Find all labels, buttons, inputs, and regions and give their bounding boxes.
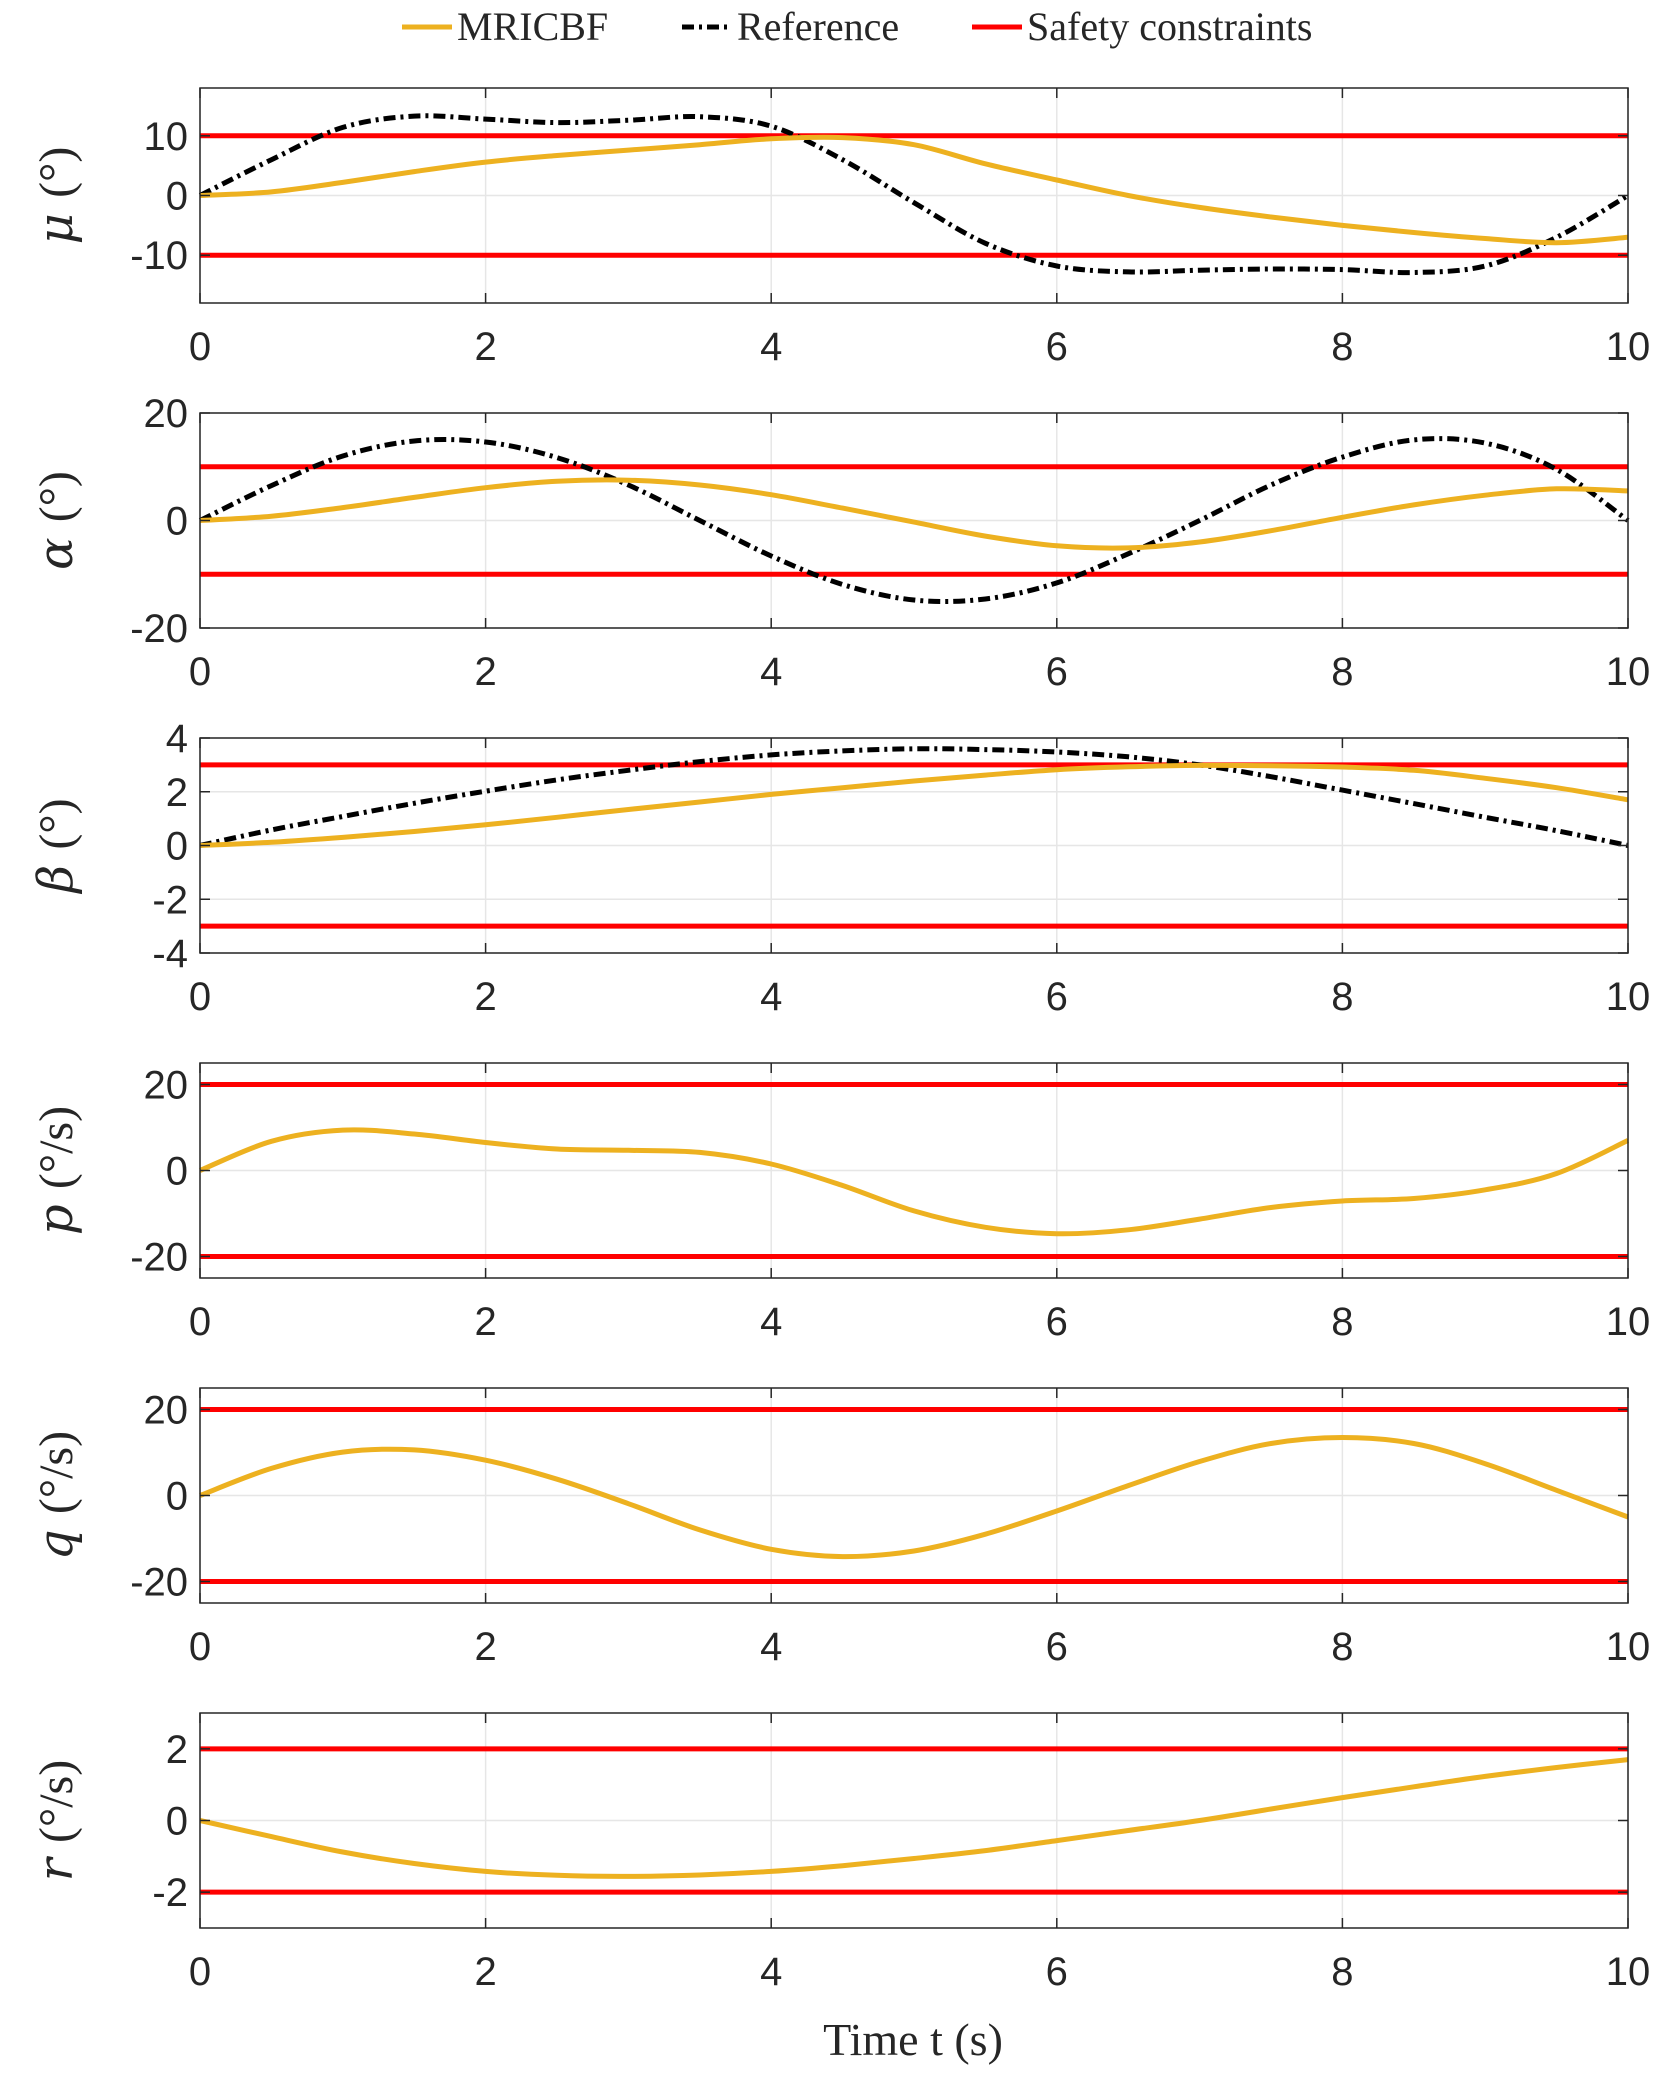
y-tick-label: 2 xyxy=(166,1728,188,1772)
series-mricbf-line xyxy=(199,762,1629,848)
x-tick-label: 10 xyxy=(1606,650,1651,694)
series-reference-line xyxy=(199,746,1629,848)
x-tick-label: 10 xyxy=(1606,325,1651,369)
subplot-3: 0 2 4 6 8 10 -4 -2 0 2 4 β (°) xyxy=(28,717,1650,1019)
series-reference-line xyxy=(198,113,1630,276)
series-mricbf-line xyxy=(199,477,1629,551)
x-tick-label: 0 xyxy=(189,1300,211,1344)
y-tick-label: -10 xyxy=(130,234,188,278)
y-tick-label: 0 xyxy=(166,175,188,219)
y-axis-label: α (°) xyxy=(28,471,84,570)
x-tick-label: 10 xyxy=(1606,1950,1651,1994)
y-axis-label: β (°) xyxy=(28,798,84,894)
subplot-1: 0 2 4 6 8 10 -10 0 10 μ (°) xyxy=(28,87,1651,369)
y-tick-label: -2 xyxy=(152,878,188,922)
series-mricbf-line xyxy=(199,1435,1629,1560)
y-tick-label: -20 xyxy=(130,1561,188,1605)
legend-label-reference: Reference xyxy=(737,4,899,49)
x-tick-label: 2 xyxy=(474,650,496,694)
x-tick-label: 10 xyxy=(1606,1625,1651,1669)
x-axis-label: Time t (s) xyxy=(823,2014,1003,2065)
y-tick-label: 0 xyxy=(166,825,188,869)
x-tick-label: 0 xyxy=(189,975,211,1019)
y-tick-label: 0 xyxy=(166,1475,188,1519)
y-tick-label: 10 xyxy=(144,115,189,159)
x-tick-label: 6 xyxy=(1046,975,1068,1019)
x-tick-label: 4 xyxy=(760,1300,782,1344)
y-axis-label: q (°/s) xyxy=(28,1431,84,1560)
y-tick-label: -2 xyxy=(152,1871,188,1915)
series-reference-line xyxy=(198,436,1630,605)
legend-label-safety-constraints: Safety constraints xyxy=(1027,4,1313,49)
y-tick-label: -4 xyxy=(152,932,188,976)
x-tick-label: 6 xyxy=(1046,1625,1068,1669)
x-tick-label: 8 xyxy=(1331,1625,1353,1669)
x-tick-label: 8 xyxy=(1331,325,1353,369)
y-tick-label: 0 xyxy=(166,1800,188,1844)
y-tick-label: 20 xyxy=(144,1389,189,1433)
legend-label-mricbf: MRICBF xyxy=(457,4,608,49)
x-tick-label: 0 xyxy=(189,650,211,694)
x-tick-label: 4 xyxy=(760,325,782,369)
x-tick-label: 8 xyxy=(1331,975,1353,1019)
x-tick-label: 0 xyxy=(189,1625,211,1669)
x-tick-label: 6 xyxy=(1046,1950,1068,1994)
y-tick-label: 4 xyxy=(166,717,188,761)
x-tick-label: 4 xyxy=(760,975,782,1019)
x-tick-label: 0 xyxy=(189,1950,211,1994)
x-tick-label: 4 xyxy=(760,1625,782,1669)
x-tick-label: 6 xyxy=(1046,325,1068,369)
x-tick-label: 2 xyxy=(474,325,496,369)
x-tick-label: 0 xyxy=(189,325,211,369)
series-mricbf-line xyxy=(199,1757,1629,1879)
x-tick-label: 8 xyxy=(1331,650,1353,694)
x-tick-label: 2 xyxy=(474,1625,496,1669)
x-tick-label: 8 xyxy=(1331,1950,1353,1994)
y-tick-label: 0 xyxy=(166,500,188,544)
y-tick-label: 0 xyxy=(166,1150,188,1194)
y-axis-label: p (°/s) xyxy=(28,1106,84,1235)
x-tick-label: 2 xyxy=(474,975,496,1019)
y-tick-label: 2 xyxy=(166,771,188,815)
x-tick-label: 10 xyxy=(1606,975,1651,1019)
y-tick-label: 20 xyxy=(144,392,189,436)
legend: MRICBF Reference Safety constraints xyxy=(402,4,1313,49)
series-mricbf-line xyxy=(199,1127,1630,1237)
series-mricbf-line xyxy=(199,134,1629,246)
x-tick-label: 10 xyxy=(1606,1300,1651,1344)
y-axis-label: μ (°) xyxy=(28,147,84,245)
y-tick-label: -20 xyxy=(130,607,188,651)
x-tick-label: 4 xyxy=(760,650,782,694)
x-tick-label: 6 xyxy=(1046,1300,1068,1344)
x-tick-label: 6 xyxy=(1046,650,1068,694)
y-tick-label: -20 xyxy=(130,1236,188,1280)
y-axis-label: r (°/s) xyxy=(28,1760,84,1881)
y-tick-label: 20 xyxy=(144,1064,189,1108)
x-tick-label: 4 xyxy=(760,1950,782,1994)
x-tick-label: 8 xyxy=(1331,1300,1353,1344)
x-tick-label: 2 xyxy=(474,1300,496,1344)
x-tick-label: 2 xyxy=(474,1950,496,1994)
